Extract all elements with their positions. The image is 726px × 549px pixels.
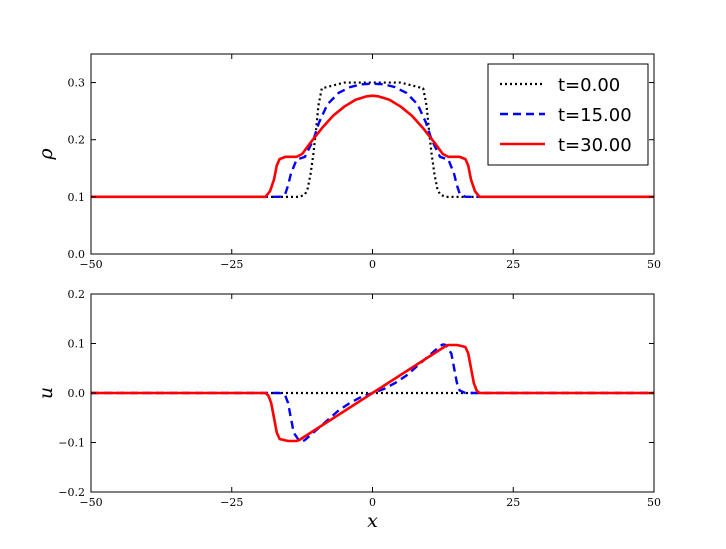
density-y-tick-label: 0.1 [68, 191, 86, 204]
density-x-tick-label: 50 [647, 258, 661, 271]
velocity-x-tick-label: 25 [506, 496, 520, 509]
velocity-x-tick-label: −50 [79, 496, 102, 509]
plots: −50 −25 0 25 50 0.0 0.1 0.2 0.3 ρ t=0.00 t=15.00 t=3… [35, 53, 661, 532]
density-y-tick-label: 0.2 [68, 134, 86, 147]
velocity-x-tick-label: −25 [220, 496, 243, 509]
velocity-y-tick-label: 0.2 [68, 288, 86, 301]
velocity-y-tick-label: −0.2 [58, 486, 85, 499]
density-y-tick-label: 0.3 [68, 77, 86, 90]
velocity-x-tick-label: 50 [647, 496, 661, 509]
velocity-x-tick-label: 0 [369, 496, 376, 509]
velocity-y-tick-label: 0.0 [68, 387, 86, 400]
velocity-series-t-30-00 [91, 343, 654, 443]
density-panel: −50 −25 0 25 50 0.0 0.1 0.2 0.3 ρ t=0.00 t=15.00 t=3… [35, 53, 661, 271]
density-x-tick-label: −50 [79, 258, 102, 271]
legend-entry-2: t=30.00 [558, 135, 632, 156]
density-x-tick-label: −25 [220, 258, 243, 271]
density-y-tick-label: 0.0 [68, 248, 86, 261]
velocity-y-tick-label: −0.1 [58, 437, 85, 450]
velocity-y-tick-label: 0.1 [68, 338, 86, 351]
legend-entry-1: t=15.00 [558, 105, 632, 126]
velocity-x-axis-label: x [367, 510, 378, 532]
legend: t=0.00 t=15.00 t=30.00 [487, 63, 649, 166]
velocity-panel: −50 −25 0 25 50 −0.2 −0.1 0.0 0.1 0.2 u x [35, 288, 661, 532]
density-x-tick-label: 25 [506, 258, 520, 271]
density-y-axis-label: ρ [35, 148, 57, 161]
density-series-t-30-00 [91, 94, 654, 199]
density-series-t-0-00 [91, 81, 654, 198]
velocity-y-axis-label: u [35, 387, 57, 399]
density-x-tick-label: 0 [369, 258, 376, 271]
legend-entry-0: t=0.00 [558, 75, 620, 96]
